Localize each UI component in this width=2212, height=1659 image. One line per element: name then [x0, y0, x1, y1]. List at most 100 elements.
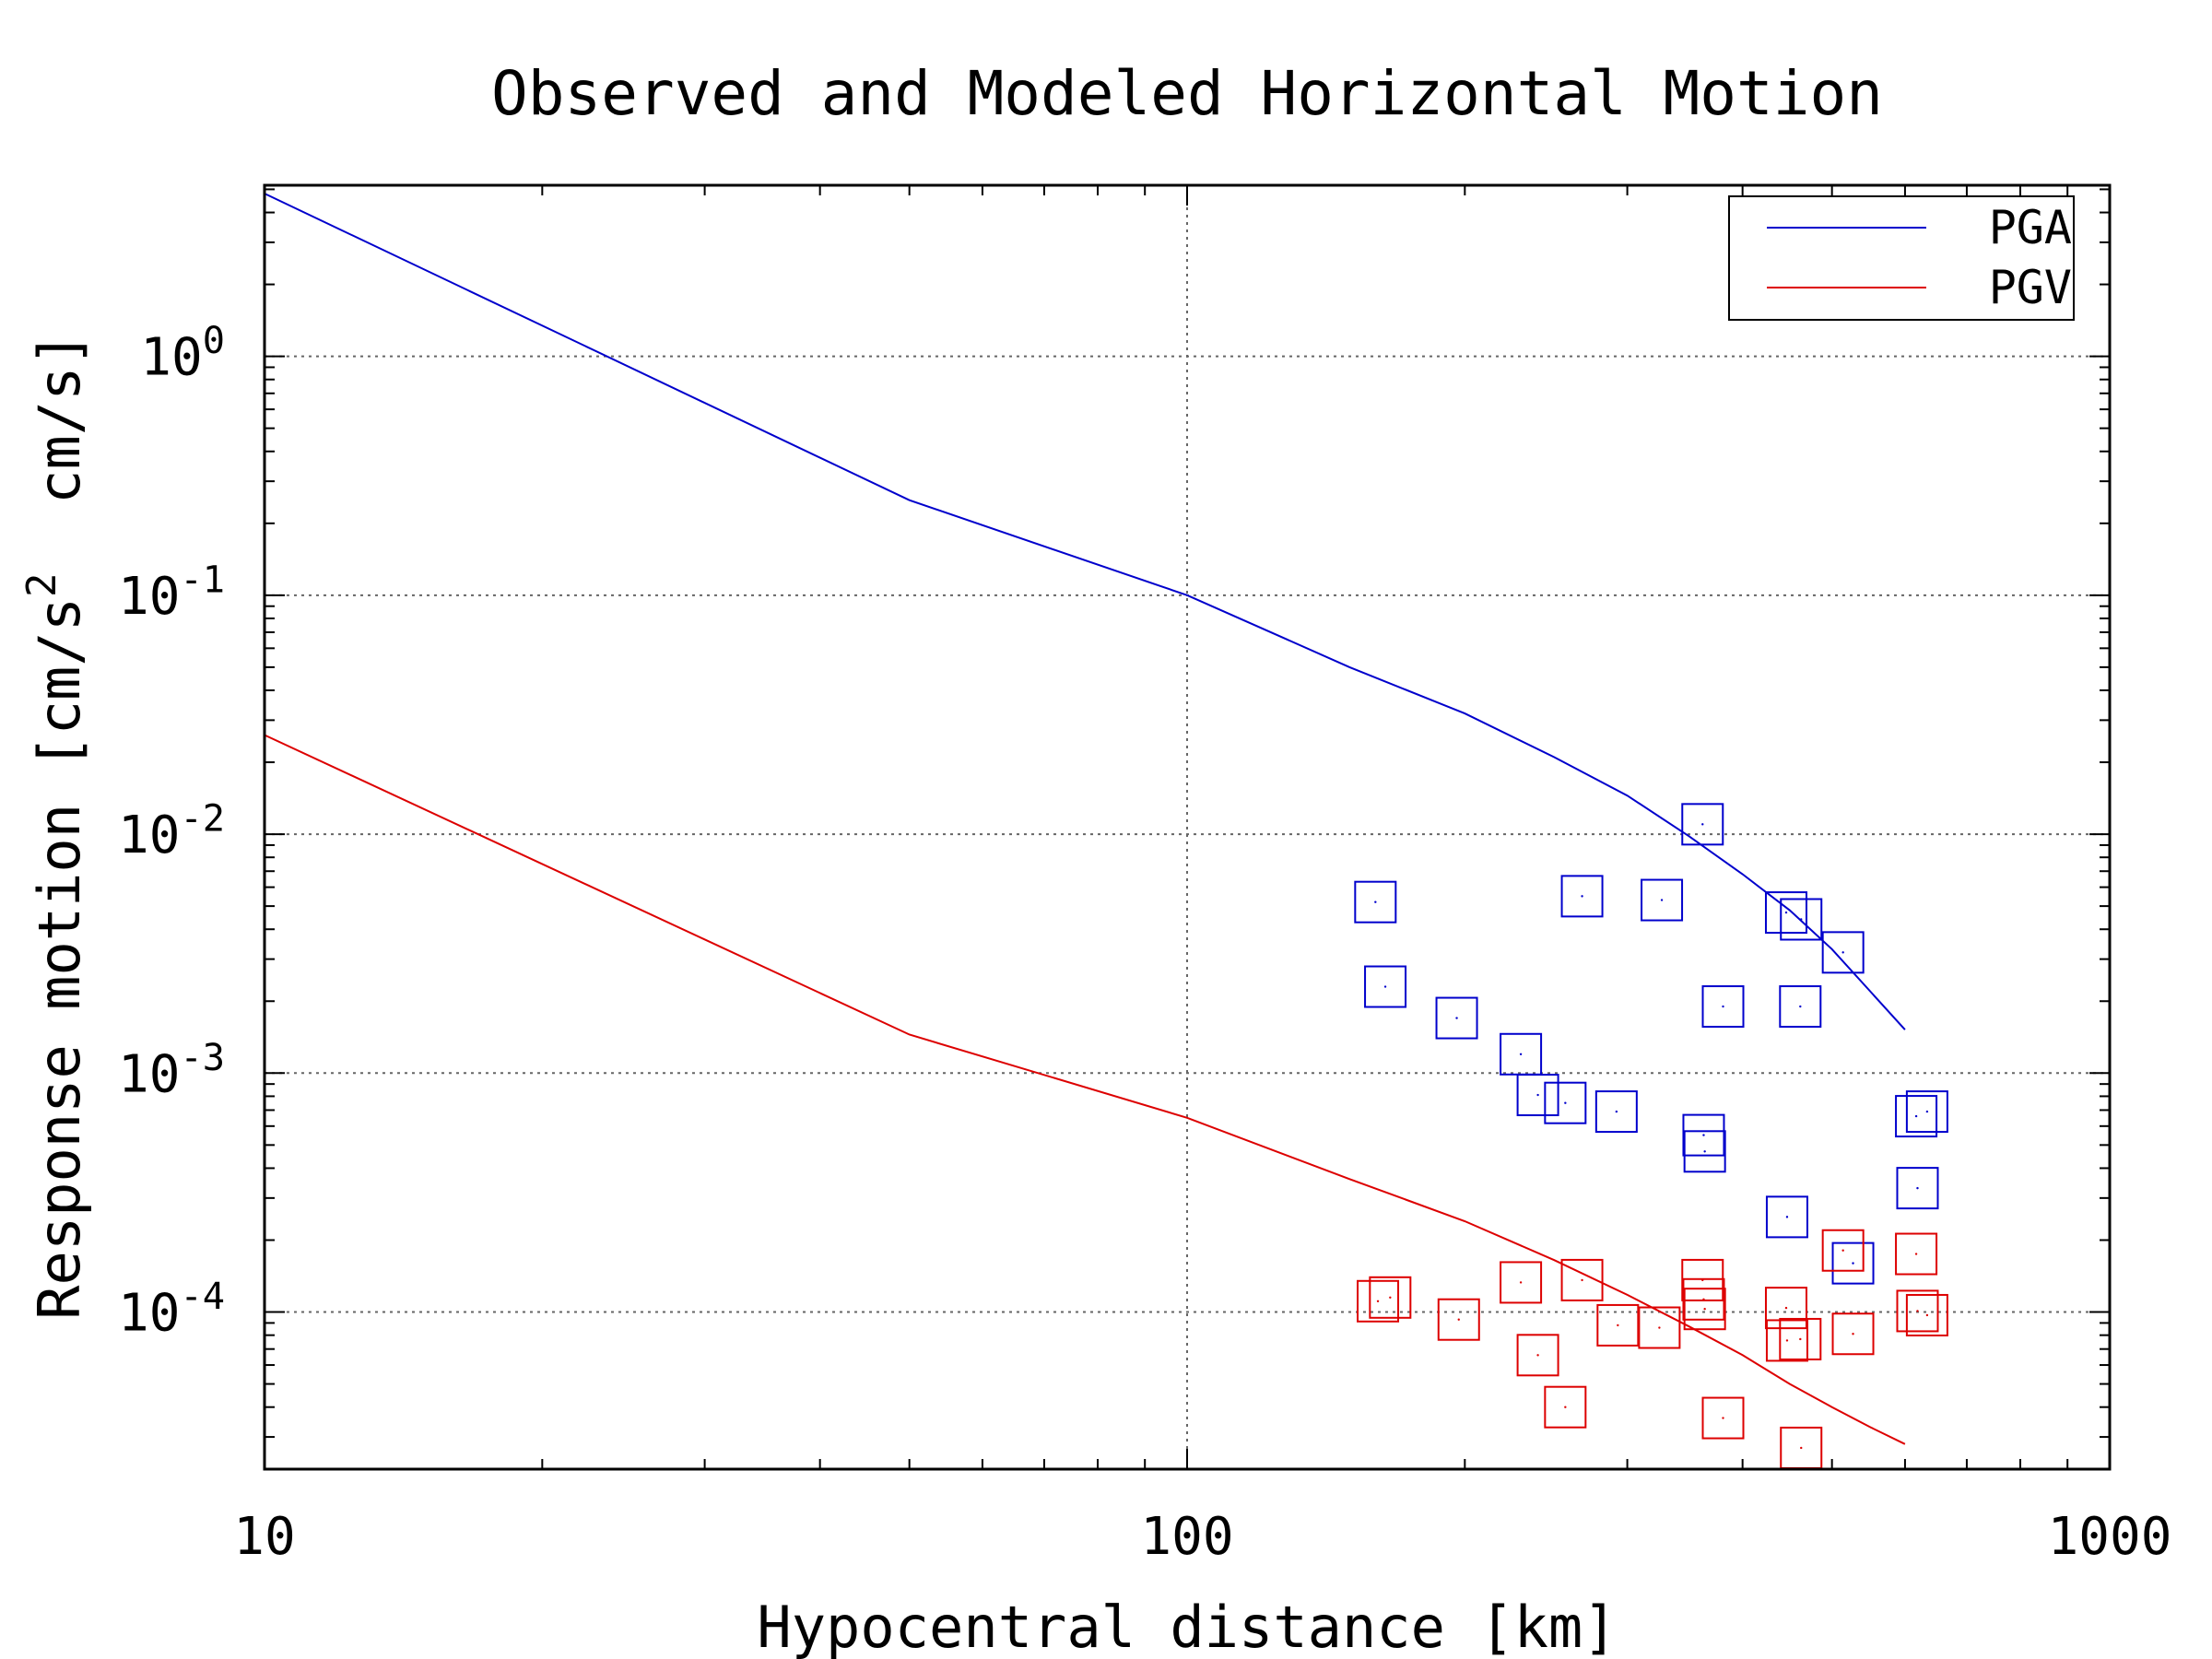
pgv-observed-marker: [1437, 1298, 1480, 1341]
pga-observed-marker-dot: [1581, 895, 1583, 898]
pga-line: [264, 193, 1906, 1030]
pga-observed-marker-dot: [1914, 1114, 1918, 1118]
pga-observed-marker-dot: [1841, 951, 1844, 954]
pga-observed-marker: [1905, 1090, 1948, 1134]
x-tick-label: 100: [1140, 1507, 1233, 1567]
pga-observed-marker: [1682, 1113, 1725, 1157]
legend-box: [1728, 195, 2075, 321]
pga-observed-marker: [1516, 1074, 1559, 1117]
pga-observed-marker: [1831, 1241, 1875, 1285]
y-axis-label: Response motion [cm/s2 cm/s]: [18, 332, 93, 1320]
pga-observed-marker-dot: [1660, 899, 1664, 901]
pgv-observed-marker-dot: [1916, 1310, 1919, 1312]
pgv-observed-marker: [1764, 1287, 1807, 1330]
chart-title: Observed and Modeled Horizontal Motion: [491, 58, 1883, 129]
pgv-observed-marker-dot: [1784, 1306, 1788, 1310]
pgv-observed-marker-dot: [1564, 1406, 1567, 1408]
pga-observed-marker-dot: [1916, 1186, 1919, 1190]
pga-observed-marker-dot: [1564, 1101, 1567, 1104]
pga-observed-marker-dot: [1615, 1110, 1618, 1113]
pga-observed-marker: [1896, 1167, 1939, 1210]
pga-observed-marker-dot: [1800, 918, 1803, 921]
legend-pga-label: PGA: [1989, 201, 2072, 254]
pgv-observed-marker-dot: [1841, 1249, 1844, 1252]
pgv-observed-marker: [1544, 1385, 1587, 1429]
pgv-observed-marker: [1779, 1317, 1822, 1360]
pgv-observed-marker: [1516, 1334, 1559, 1377]
pga-observed-marker-dot: [1455, 1017, 1458, 1019]
pgv-observed-marker-dot: [1703, 1308, 1706, 1311]
pga-observed-marker-dot: [1374, 900, 1377, 903]
pgv-observed-marker-dot: [1376, 1300, 1380, 1302]
pga-observed-marker: [1764, 891, 1807, 935]
pgv-observed-marker-dot: [1617, 1324, 1619, 1327]
pga-observed-marker-dot: [1703, 1150, 1706, 1153]
pgv-observed-marker: [1905, 1293, 1948, 1336]
x-tick-label: 10: [233, 1507, 295, 1567]
pgv-observed-marker-dot: [1581, 1278, 1583, 1282]
pgv-observed-marker: [1596, 1303, 1640, 1347]
pga-observed-marker-dot: [1852, 1262, 1854, 1265]
legend: PGA PGV: [1728, 195, 2075, 321]
pgv-observed-marker-dot: [1658, 1326, 1661, 1329]
pgv-observed-marker: [1765, 1319, 1808, 1362]
pga-observed-marker: [1560, 875, 1604, 918]
pga-observed-marker-dot: [1799, 1005, 1802, 1008]
pga-observed-marker-dot: [1519, 1053, 1523, 1055]
pga-observed-marker: [1780, 898, 1823, 941]
pga-observed-marker: [1594, 1090, 1638, 1134]
y-tick-label: 10-2: [118, 797, 225, 866]
pga-observed-marker: [1701, 985, 1745, 1029]
pgv-observed-marker: [1831, 1312, 1875, 1356]
pga-observed-marker: [1821, 931, 1865, 974]
pga-observed-marker-dot: [1536, 1093, 1539, 1097]
pga-observed-marker-dot: [1785, 1216, 1789, 1218]
pgv-line: [264, 734, 1906, 1445]
pgv-observed-marker-dot: [1389, 1296, 1392, 1300]
pga-observed-marker-dot: [1702, 1134, 1705, 1136]
pgv-observed-marker-dot: [1914, 1253, 1918, 1255]
pgv-observed-marker: [1369, 1276, 1412, 1319]
y-tick-label: 10-3: [118, 1036, 225, 1105]
pga-observed-marker-dot: [1925, 1110, 1929, 1113]
pga-observed-marker: [1895, 1095, 1938, 1138]
pgv-observed-marker-dot: [1852, 1333, 1854, 1335]
pgv-observed-marker: [1638, 1306, 1681, 1349]
y-tick-label: 100: [140, 319, 225, 388]
pga-observed-marker: [1435, 996, 1478, 1040]
pgv-observed-marker-dot: [1785, 1339, 1789, 1342]
pgv-observed-marker: [1683, 1288, 1726, 1331]
pgv-observed-marker-dot: [1702, 1298, 1705, 1300]
pgv-observed-marker: [1701, 1396, 1745, 1440]
pga-observed-marker: [1779, 985, 1822, 1029]
pga-observed-marker-dot: [1701, 823, 1704, 826]
pgv-observed-marker-dot: [1925, 1313, 1929, 1317]
pga-observed-marker: [1364, 965, 1407, 1008]
pgv-observed-marker: [1681, 1258, 1724, 1301]
pga-observed-marker: [1765, 1195, 1808, 1239]
pgv-observed-marker: [1500, 1261, 1543, 1304]
x-tick-label: 1000: [2048, 1507, 2172, 1567]
pgv-observed-marker: [1821, 1229, 1865, 1272]
pga-observed-marker-dot: [1383, 985, 1387, 988]
series-layer: [264, 193, 1948, 1469]
pgv-observed-marker: [1682, 1277, 1725, 1321]
pga-observed-marker: [1683, 1130, 1726, 1173]
pgv-observed-marker-dot: [1457, 1318, 1460, 1321]
pga-observed-marker-dot: [1722, 1005, 1724, 1008]
pga-observed-marker: [1641, 878, 1684, 922]
pgv-observed-marker: [1357, 1279, 1400, 1323]
pgv-observed-marker: [1560, 1258, 1604, 1301]
tick-layer: 100 10-1 10-2 10-3 10-4 10 100 1000: [118, 185, 2171, 1567]
y-tick-label: 10-1: [118, 558, 225, 627]
pgv-observed-marker-dot: [1722, 1417, 1724, 1419]
pgv-observed-marker-dot: [1536, 1354, 1539, 1357]
pgv-observed-marker-dot: [1800, 1446, 1803, 1450]
pga-observed-marker: [1354, 880, 1397, 924]
x-axis-label: Hypocentral distance [km]: [757, 1594, 1617, 1659]
pga-observed-marker-dot: [1784, 911, 1788, 914]
pgv-observed-marker: [1896, 1289, 1939, 1333]
pga-observed-marker: [1544, 1081, 1587, 1124]
legend-pgv-label: PGV: [1989, 261, 2072, 314]
